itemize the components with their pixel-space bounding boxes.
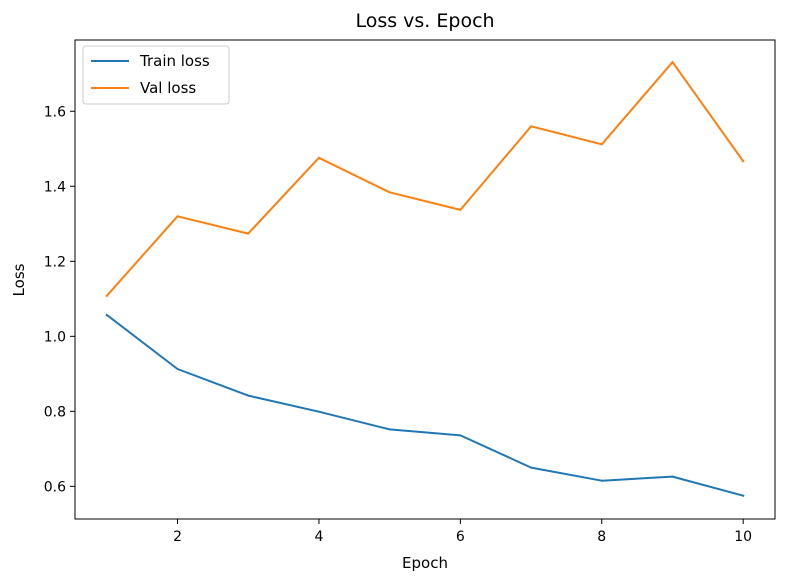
y-axis-ticks: 0.6 0.8 1.0 1.2 1.4 1.6 [44, 104, 75, 495]
data-point-val-loss [459, 208, 462, 211]
data-point-val-loss [671, 61, 674, 64]
data-point-train-loss [530, 466, 533, 469]
y-axis-label: Loss [10, 263, 28, 296]
data-point-train-loss [742, 494, 745, 497]
x-axis-ticks: 2 4 6 8 10 [173, 519, 752, 545]
y-tick-label: 1.6 [44, 104, 66, 120]
y-tick-label: 1.0 [44, 329, 66, 345]
data-point-train-loss [317, 410, 320, 413]
data-point-val-loss [247, 232, 250, 235]
data-point-train-loss [176, 367, 179, 370]
data-point-val-loss [105, 294, 108, 297]
data-point-train-loss [459, 434, 462, 437]
x-tick-label: 2 [173, 529, 182, 545]
x-axis-label: Epoch [402, 554, 448, 572]
chart-title: Loss vs. Epoch [355, 10, 494, 32]
data-point-train-loss [105, 313, 108, 316]
plot-frame [74, 39, 776, 520]
plot-area [74, 39, 776, 520]
y-tick-label: 1.2 [44, 254, 66, 270]
legend: Train loss Val loss [82, 45, 230, 105]
x-tick-label: 4 [314, 529, 323, 545]
series-layer [105, 61, 745, 497]
data-point-val-loss [317, 156, 320, 159]
data-point-train-loss [671, 475, 674, 478]
y-tick-label: 1.4 [44, 179, 66, 195]
y-tick-label: 0.8 [44, 404, 66, 420]
x-tick-label: 8 [597, 529, 606, 545]
x-tick-label: 10 [734, 529, 752, 545]
data-point-train-loss [388, 428, 391, 431]
data-point-train-loss [247, 394, 250, 397]
legend-label-val-loss: Val loss [140, 79, 196, 97]
data-point-val-loss [388, 191, 391, 194]
data-point-val-loss [176, 215, 179, 218]
data-point-val-loss [530, 125, 533, 128]
series-line-train-loss [105, 313, 745, 497]
legend-label-train-loss: Train loss [139, 52, 210, 70]
data-point-val-loss [600, 143, 603, 146]
data-point-val-loss [742, 160, 745, 163]
y-tick-label: 0.6 [44, 479, 66, 495]
data-point-train-loss [600, 479, 603, 482]
series-line-val-loss [105, 61, 745, 298]
x-tick-label: 6 [456, 529, 465, 545]
